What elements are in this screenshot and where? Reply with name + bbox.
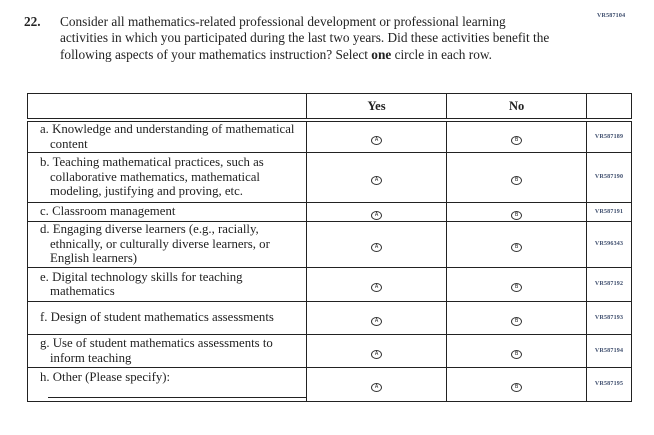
no-cell: B [446,220,588,268]
yes-radio[interactable]: A [371,316,383,326]
no-radio[interactable]: B [511,283,523,292]
question: 22. Consider all mathematics-related pro… [24,14,554,63]
table-row: c. Classroom management A B VR587191 [27,201,632,222]
row-label: g. Use of student mathematics assessment… [27,333,307,368]
row-code: VR587189 [586,119,632,153]
row-code: VR587194 [586,333,632,368]
header-yes: Yes [305,93,448,122]
yes-cell: A [305,201,448,222]
row-code: VR596343 [586,220,632,268]
header-code [586,93,632,122]
row-label-text: b. Teaching mathematical practices, such… [40,155,264,199]
yes-cell: A [305,220,448,268]
table-row: d. Engaging diverse learners (e.g., raci… [27,220,632,268]
no-cell: B [446,300,588,335]
yes-cell: A [305,266,448,302]
row-label: f. Design of student mathematics assessm… [27,300,307,335]
question-emphasis: one [371,46,392,62]
yes-radio[interactable]: A [371,349,383,359]
yes-radio[interactable]: A [371,176,383,185]
row-label-text: f. Design of student mathematics assessm… [40,310,274,325]
row-code: VR587191 [586,201,632,222]
row-label-text: c. Classroom management [40,204,176,219]
yes-radio[interactable]: A [371,210,383,220]
row-label-text: a. Knowledge and understanding of mathem… [40,122,295,151]
header-blank [27,93,307,122]
no-cell: B [446,266,588,302]
table-row: a. Knowledge and understanding of mathem… [27,119,632,153]
row-label: h. Other (Please specify): [27,366,307,402]
yes-radio[interactable]: A [371,283,383,292]
no-cell: B [446,119,588,153]
row-label-text: h. Other (Please specify): [40,370,171,385]
yes-cell: A [305,151,448,203]
row-code: VR587192 [586,266,632,302]
question-text-end: circle in each row. [391,46,492,62]
no-cell: B [446,151,588,203]
item-code: VR587104 [597,13,626,19]
row-label: c. Classroom management [27,201,307,222]
header-no: No [446,93,588,122]
no-cell: B [446,201,588,222]
table-row: f. Design of student mathematics assessm… [27,300,632,335]
row-label-text: d. Engaging diverse learners (e.g., raci… [40,222,270,266]
table-row: h. Other (Please specify): A B VR587195 [27,366,632,402]
response-grid: Yes No a. Knowledge and understanding of… [27,93,632,402]
row-label: b. Teaching mathematical practices, such… [27,151,307,203]
question-number: 22. [24,14,41,29]
row-code: VR587193 [586,300,632,335]
row-label: e. Digital technology skills for teachin… [27,266,307,302]
row-label: d. Engaging diverse learners (e.g., raci… [27,220,307,268]
question-text: Consider all mathematics-related profess… [60,14,554,63]
row-label-text: g. Use of student mathematics assessment… [40,336,273,365]
yes-radio[interactable]: A [371,243,383,252]
table-row: g. Use of student mathematics assessment… [27,333,632,368]
yes-radio[interactable]: A [371,135,383,145]
no-cell: B [446,333,588,368]
yes-cell: A [305,366,448,402]
specify-line[interactable] [48,385,306,398]
row-code: VR587195 [586,366,632,402]
no-radio[interactable]: B [511,243,523,252]
row-label: a. Knowledge and understanding of mathem… [27,119,307,153]
row-code: VR587190 [586,151,632,203]
no-radio[interactable]: B [511,135,523,145]
yes-cell: A [305,300,448,335]
row-label-text: e. Digital technology skills for teachin… [40,269,243,299]
question-text-main: Consider all mathematics-related profess… [60,14,550,62]
table-row: b. Teaching mathematical practices, such… [27,151,632,203]
yes-radio[interactable]: A [371,383,383,392]
table-row: e. Digital technology skills for teachin… [27,266,632,302]
no-radio[interactable]: B [511,176,523,185]
yes-cell: A [305,119,448,153]
no-radio[interactable]: B [511,210,523,220]
no-cell: B [446,366,588,402]
yes-cell: A [305,333,448,368]
no-radio[interactable]: B [511,349,523,359]
no-radio[interactable]: B [511,383,523,392]
no-radio[interactable]: B [511,316,523,326]
